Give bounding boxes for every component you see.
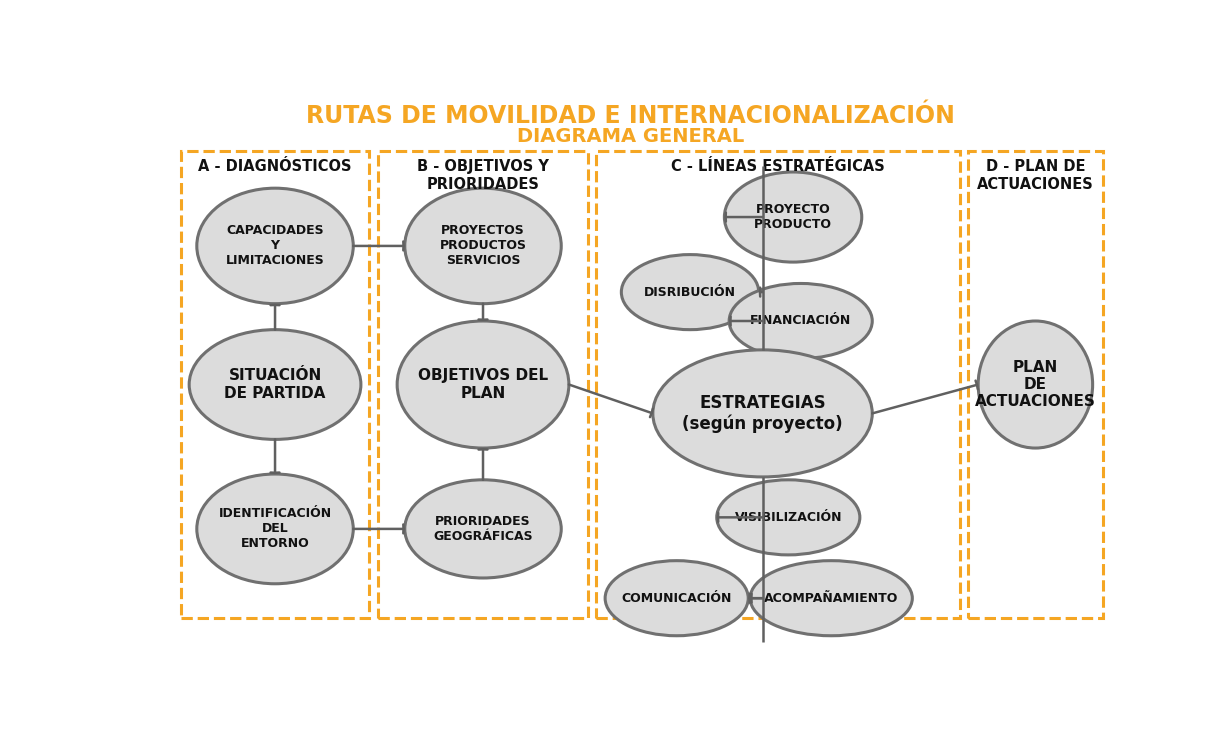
Ellipse shape [729,284,873,358]
Ellipse shape [405,188,561,304]
Text: RUTAS DE MOVILIDAD E INTERNACIONALIZACIÓN: RUTAS DE MOVILIDAD E INTERNACIONALIZACIÓ… [307,104,955,128]
Text: COMUNICACIÓN: COMUNICACIÓN [622,592,732,604]
Ellipse shape [405,480,561,578]
Text: C - LÍNEAS ESTRATÉGICAS: C - LÍNEAS ESTRATÉGICAS [671,159,885,174]
Ellipse shape [197,188,353,304]
Text: IDENTIFICACIÓN
DEL
ENTORNO: IDENTIFICACIÓN DEL ENTORNO [218,508,331,550]
Text: PRIORIDADES
GEOGRÁFICAS: PRIORIDADES GEOGRÁFICAS [433,515,533,543]
Ellipse shape [979,321,1093,448]
Ellipse shape [190,330,361,440]
Text: PLAN
DE
ACTUACIONES: PLAN DE ACTUACIONES [975,360,1096,410]
Text: SITUACIÓN
DE PARTIDA: SITUACIÓN DE PARTIDA [224,368,326,400]
Ellipse shape [398,321,569,448]
Ellipse shape [724,172,862,262]
Text: DISRIBUCIÓN: DISRIBUCIÓN [644,286,736,298]
Ellipse shape [750,561,912,636]
Text: OBJETIVOS DEL
PLAN: OBJETIVOS DEL PLAN [419,368,548,400]
Text: A - DIAGNÓSTICOS: A - DIAGNÓSTICOS [198,159,351,174]
Ellipse shape [606,561,748,636]
Ellipse shape [652,350,873,477]
Text: VISIBILIZACIÓN: VISIBILIZACIÓN [735,511,842,524]
Ellipse shape [716,480,859,555]
Text: B - OBJETIVOS Y
PRIORIDADES: B - OBJETIVOS Y PRIORIDADES [417,159,549,192]
Ellipse shape [622,254,758,330]
Text: DIAGRAMA GENERAL: DIAGRAMA GENERAL [517,127,745,146]
Text: CAPACIDADES
Y
LIMITACIONES: CAPACIDADES Y LIMITACIONES [225,224,325,268]
Text: ESTRATEGIAS
(según proyecto): ESTRATEGIAS (según proyecto) [682,394,843,433]
Text: PROYECTO
PRODUCTO: PROYECTO PRODUCTO [755,203,832,231]
Text: ACOMPAÑAMIENTO: ACOMPAÑAMIENTO [764,592,899,604]
Ellipse shape [197,474,353,584]
Text: D - PLAN DE
ACTUACIONES: D - PLAN DE ACTUACIONES [977,159,1094,192]
Text: FINANCIACIÓN: FINANCIACIÓN [750,314,852,328]
Text: PROYECTOS
PRODUCTOS
SERVICIOS: PROYECTOS PRODUCTOS SERVICIOS [439,224,527,268]
